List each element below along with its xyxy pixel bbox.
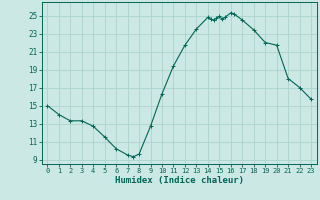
X-axis label: Humidex (Indice chaleur): Humidex (Indice chaleur) (115, 176, 244, 185)
